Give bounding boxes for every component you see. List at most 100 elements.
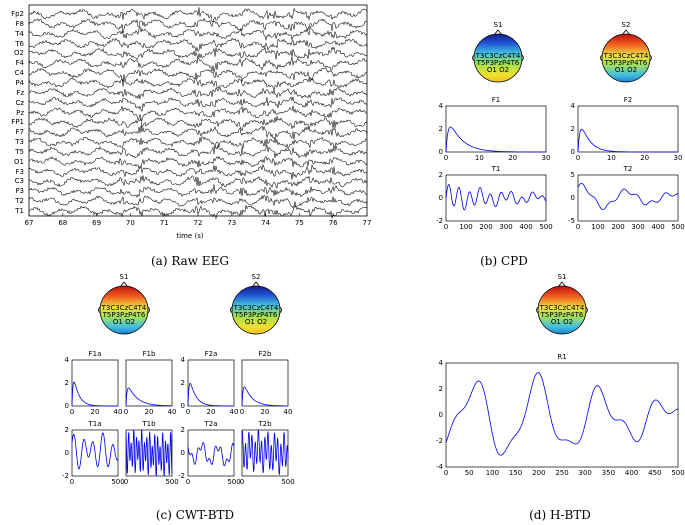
cpd-map-s1-title: S1 (493, 21, 503, 29)
raw-eeg-xtick-label: 68 (58, 219, 68, 227)
eeg-trace-f7 (28, 125, 368, 140)
cwt-f3-xtick: 0 (239, 408, 245, 416)
cwt-f3-xtick: 40 (283, 408, 293, 416)
eeg-trace-fp2 (28, 7, 368, 23)
raw-eeg-xtick-label: 75 (294, 219, 304, 227)
raw-eeg-xtick-label: 67 (24, 219, 34, 227)
eeg-trace-pz (28, 105, 368, 121)
cwt-map-s2-nose (251, 281, 261, 288)
cpd-map-s1-ears (472, 54, 524, 62)
eeg-trace-p4 (28, 77, 368, 92)
hbtd-r1-xtick: 300 (578, 469, 592, 477)
cwt-t0-title: T1a (88, 420, 102, 428)
raw-eeg-xlabel: time (s) (176, 232, 204, 240)
cpd-t1-ytick: 0 (438, 194, 443, 202)
cwt-t2-line (187, 442, 235, 467)
hbtd-map-s1-electrodes-3: O1 O2 (550, 318, 574, 326)
cwt-t2-ytick: -2 (178, 472, 185, 480)
eeg-trace-t4 (28, 25, 368, 41)
cwt-t3-title: T2b (258, 420, 272, 428)
cpd-map-s2-electrodes-3: O1 O2 (614, 66, 638, 74)
cpd-f1-xtick: 0 (443, 154, 449, 162)
cpd-t1-line (445, 183, 547, 211)
cpd-t2-title: T2 (623, 165, 633, 173)
cpd-map-s2 (600, 29, 652, 83)
cwt-f2-xtick: 0 (185, 408, 191, 416)
hbtd-r1-ytick: -4 (436, 463, 443, 471)
raw-eeg-xtick-label: 72 (193, 219, 203, 227)
cwt-t3-xtick: 500 (281, 478, 295, 486)
channel-label-t2: T2 (15, 197, 24, 206)
hbtd-r1-ytick: 2 (438, 385, 443, 393)
cwt-t2-ytick: 0 (180, 449, 185, 457)
cpd-t2-xtick: 400 (651, 223, 665, 231)
raw-eeg-xtick-label: 74 (261, 219, 271, 227)
cwt-f0-line (71, 381, 118, 407)
channel-label-c3: C3 (14, 177, 24, 186)
cpd-t1-xtick: 0 (443, 223, 449, 231)
cpd-f2-frame (577, 105, 679, 153)
eeg-trace-f3 (28, 163, 368, 180)
cpd-map-s1 (472, 29, 524, 83)
cwt-t1-xtick: 500 (165, 478, 179, 486)
cpd-f2-ytick: 4 (570, 102, 575, 110)
cwt-map-s2-electrodes-1: T3C3CzC4T4 (233, 304, 279, 312)
hbtd-r1-xtick: 0 (443, 469, 449, 477)
cwt-f2-ytick: 0 (180, 402, 185, 410)
eeg-trace-fz (28, 86, 368, 100)
hbtd-r1-xtick: 350 (601, 469, 616, 477)
cwt-map-s2 (230, 281, 282, 335)
cwt-f1-xtick: 40 (167, 408, 177, 416)
cwt-f3-xtick: 20 (260, 408, 270, 416)
eeg-trace-p3 (28, 184, 368, 198)
cpd-t2-line (577, 183, 679, 211)
raw-eeg-xtick-label: 69 (92, 219, 102, 227)
cwt-map-s1 (98, 281, 150, 335)
eeg-trace-f4 (28, 56, 368, 73)
hbtd-map-s1-electrodes-2: T5P3PzP4T6 (540, 311, 584, 319)
raw-eeg-xtick-label: 70 (125, 219, 135, 227)
cwt-f2-xtick: 20 (206, 408, 216, 416)
hbtd-r1-frame (445, 362, 679, 468)
hbtd-r1-xtick: 100 (485, 469, 500, 477)
channel-label-f8: F8 (15, 19, 24, 28)
channel-label-o1: O1 (14, 157, 24, 166)
cwt-f3-line (241, 386, 288, 407)
cwt-t1-xtick: 0 (123, 478, 129, 486)
eeg-trace-t2 (28, 194, 368, 209)
cwt-map-s2-electrodes-3: O1 O2 (244, 318, 268, 326)
hbtd-r1-xtick: 450 (648, 469, 662, 477)
cwt-f3-title: F2b (258, 350, 272, 358)
cpd-map-s1-head (473, 33, 523, 83)
hbtd-r1-xtick: 400 (624, 469, 639, 477)
cpd-f1-title: F1 (491, 96, 501, 104)
eeg-trace-c4 (28, 67, 368, 83)
cpd-t2-xtick: 500 (671, 223, 685, 231)
cpd-f1-line (445, 126, 546, 153)
channel-label-cz: Cz (15, 98, 24, 107)
hbtd-r1-xtick: 250 (555, 469, 569, 477)
cpd-t1-xtick: 400 (519, 223, 533, 231)
cwt-f2-line (187, 382, 234, 407)
cpd-f2-xtick: 0 (575, 154, 581, 162)
cpd-f2-ytick: 2 (570, 125, 575, 133)
channel-label-fp1: FP1 (11, 118, 24, 127)
hbtd-r1-ytick: 4 (438, 359, 443, 367)
cwt-f1-xtick: 0 (123, 408, 129, 416)
caption-d: (d) H-BTD (529, 508, 591, 522)
cwt-t3-xtick: 0 (239, 478, 245, 486)
cpd-f1-xtick: 10 (474, 154, 484, 162)
caption-a: (a) Raw EEG (151, 254, 229, 268)
hbtd-r1-xtick: 200 (532, 469, 546, 477)
raw-eeg-xtick-label: 77 (362, 219, 372, 227)
cpd-map-s1-electrodes-3: O1 O2 (486, 66, 510, 74)
cwt-map-s1-ears (98, 306, 150, 314)
cpd-map-s1-electrodes-2: T5P3PzP4T6 (476, 59, 520, 67)
cpd-map-s1-nose (493, 29, 503, 36)
cwt-f2-title: F2a (204, 350, 218, 358)
hbtd-r1-xtick: 500 (671, 469, 685, 477)
cwt-f0-xtick: 20 (90, 408, 100, 416)
cpd-t1-ytick: 2 (438, 171, 443, 179)
cwt-t0-xtick: 500 (111, 478, 125, 486)
cwt-map-s2-title: S2 (251, 273, 261, 281)
